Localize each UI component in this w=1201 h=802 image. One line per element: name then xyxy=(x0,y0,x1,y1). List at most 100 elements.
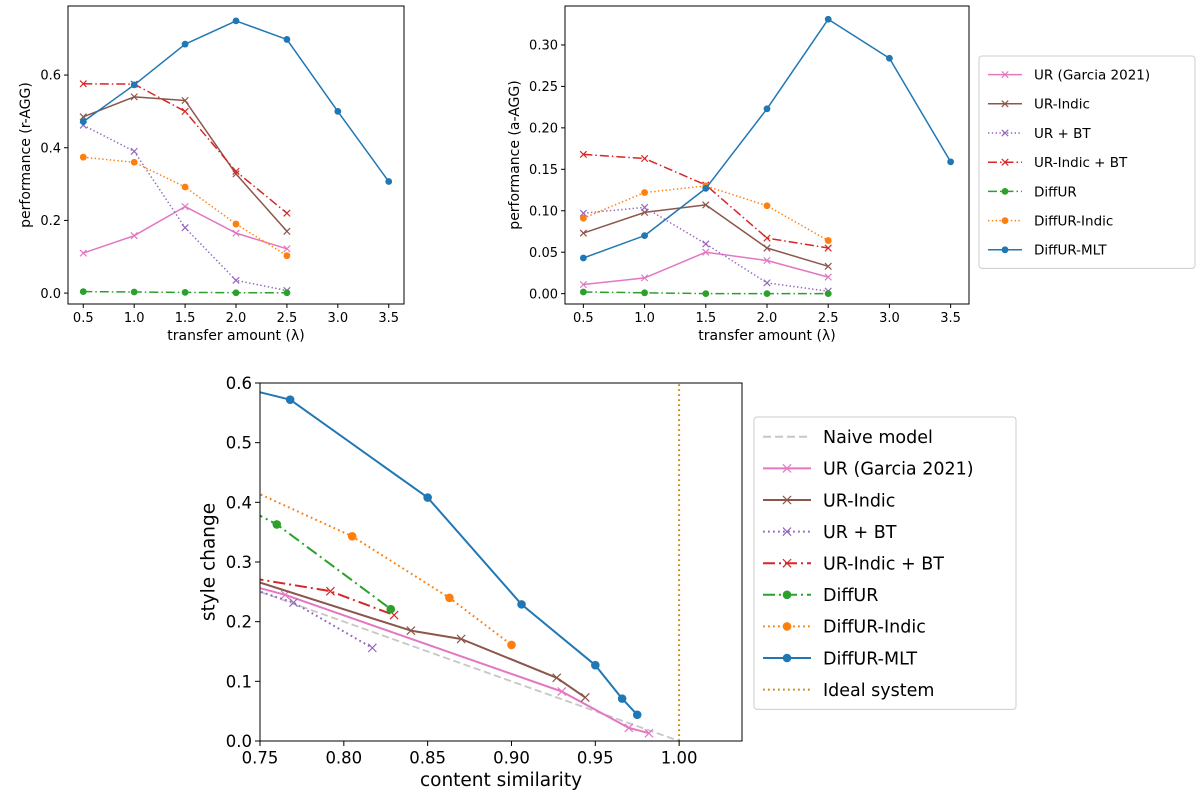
legend-marker-UR xyxy=(782,463,792,473)
point-DiffURIndic-2 xyxy=(181,183,189,191)
point-DiffURIndic-2 xyxy=(445,593,454,603)
point-DiffURMLT-5 xyxy=(886,54,893,62)
series-line-URIndicBT xyxy=(260,578,395,617)
legend-marker-URBT xyxy=(782,527,792,537)
y-tick-label: 0.25 xyxy=(529,80,558,95)
y-tick-label: 0.5 xyxy=(226,434,252,453)
series-line-UR xyxy=(583,251,829,286)
series-line-URBT xyxy=(82,124,288,292)
point-URIndic-4 xyxy=(580,692,590,702)
point-DiffUR-0 xyxy=(79,288,87,296)
x-tick-label: 1.0 xyxy=(124,311,145,326)
point-URIndic-2 xyxy=(181,96,189,105)
point-DiffUR-4 xyxy=(283,289,291,297)
legend-label: DiffUR-MLT xyxy=(823,649,917,669)
x-axis-label: transfer amount (λ) xyxy=(698,328,835,344)
y-tick-label: 0.3 xyxy=(226,553,252,572)
point-DiffURMLT-2 xyxy=(181,40,189,48)
point-URBT-2 xyxy=(181,224,189,232)
y-axis-label: style change xyxy=(198,503,219,621)
legend-frame xyxy=(978,55,1196,269)
x-tick-label: 0.90 xyxy=(493,749,530,768)
point-DiffURMLT-1 xyxy=(641,232,648,240)
legend-label: DiffUR-Indic xyxy=(1034,213,1113,229)
point-URIndic-4 xyxy=(824,262,832,270)
x-tick-label: 0.85 xyxy=(409,749,446,768)
y-tick-label: 0.05 xyxy=(529,246,558,261)
point-URBT-1 xyxy=(289,598,299,608)
point-DiffURMLT-1 xyxy=(130,81,138,89)
point-UR-4 xyxy=(644,728,654,738)
point-DiffURIndic-1 xyxy=(641,189,648,196)
legend-marker-DiffURIndic xyxy=(782,622,792,631)
y-tick-label: 0.15 xyxy=(529,163,558,178)
point-DiffUR-0 xyxy=(579,288,587,296)
y-tick-label: 0.10 xyxy=(529,204,558,219)
point-UR-4 xyxy=(283,245,291,253)
point-DiffURMLT-5 xyxy=(334,107,342,115)
legend-marker-DiffURMLT xyxy=(1001,246,1009,254)
y-tick-label: 0.6 xyxy=(226,374,252,393)
y-tick-label: 0.6 xyxy=(40,69,61,84)
point-URIndic-0 xyxy=(579,229,588,237)
legend-label: Ideal system xyxy=(823,681,934,701)
point-DiffURIndic-3 xyxy=(232,220,240,228)
point-UR-3 xyxy=(763,256,771,265)
x-tick-label: 0.80 xyxy=(325,749,362,768)
point-UR-1 xyxy=(640,274,649,282)
x-tick-label: 1.0 xyxy=(634,311,655,326)
point-URBT-0 xyxy=(248,585,256,593)
point-URIndicBT-1 xyxy=(640,154,649,163)
point-URBT-3 xyxy=(232,276,240,285)
point-URIndicBT-0 xyxy=(79,80,87,88)
point-URIndicBT-0 xyxy=(248,574,256,582)
legend-label: UR-Indic xyxy=(1034,97,1090,113)
chart-2: 0.5 1.0 1.5 2.0 2.5 3.0 3.5 0.00 0.05 0.10 0.15 0.2… xyxy=(507,5,970,344)
series-line-DiffUR xyxy=(260,514,392,610)
point-UR-0 xyxy=(579,280,588,289)
legend-marker-DiffURIndic xyxy=(1001,217,1009,225)
legend-label: DiffUR-MLT xyxy=(1034,243,1107,259)
series-line-URIndicBT xyxy=(83,83,288,214)
x-tick-label: 3.0 xyxy=(879,311,900,326)
point-DiffURMLT-1 xyxy=(285,395,295,405)
axes-frame xyxy=(67,5,405,305)
point-UR-4 xyxy=(824,273,832,281)
point-DiffURIndic-1 xyxy=(130,158,138,166)
point-URIndic-1 xyxy=(406,626,416,636)
legend-marker-URIndic xyxy=(1001,100,1009,108)
series-line-DiffURMLT xyxy=(260,391,638,716)
point-URIndic-4 xyxy=(283,227,291,235)
legend-label: DiffUR xyxy=(823,586,878,606)
point-DiffURMLT-0 xyxy=(79,118,87,125)
plot-area xyxy=(79,17,393,297)
series-line-URIndicBT xyxy=(583,153,829,249)
point-URIndicBT-2 xyxy=(181,107,189,116)
legend-label: UR + BT xyxy=(823,523,897,543)
axes-frame xyxy=(259,382,743,742)
x-tick-label: 1.00 xyxy=(661,749,698,768)
point-UR-0 xyxy=(248,582,256,590)
point-URBT-3 xyxy=(763,279,771,287)
point-DiffURMLT-4 xyxy=(283,36,291,43)
y-tick-label: 0.0 xyxy=(40,287,61,302)
series-line-URIndic xyxy=(260,581,586,699)
x-tick-label: 1.5 xyxy=(695,311,716,326)
point-URIndic-2 xyxy=(702,201,710,209)
y-tick-label: 0.00 xyxy=(529,287,558,302)
x-tick-label: 3.0 xyxy=(327,311,348,326)
y-tick-label: 0.2 xyxy=(226,613,252,632)
legend-label: UR (Garcia 2021) xyxy=(823,460,974,480)
series-line-DiffURIndic xyxy=(260,493,513,646)
series-line-DiffURIndic xyxy=(583,185,829,242)
point-UR-1 xyxy=(130,232,138,240)
legend-marker-URIndicBT xyxy=(1001,158,1009,166)
series-line-URIndic xyxy=(583,204,829,268)
point-DiffURMLT-6 xyxy=(632,710,642,720)
x-tick-label: 0.95 xyxy=(577,749,614,768)
series-line-UR xyxy=(83,205,288,254)
legend-marker-URBT xyxy=(1001,129,1009,137)
x-tick-label: 3.5 xyxy=(940,311,961,326)
point-URIndicBT-4 xyxy=(824,244,832,252)
x-tick-label: 1.5 xyxy=(175,311,196,326)
